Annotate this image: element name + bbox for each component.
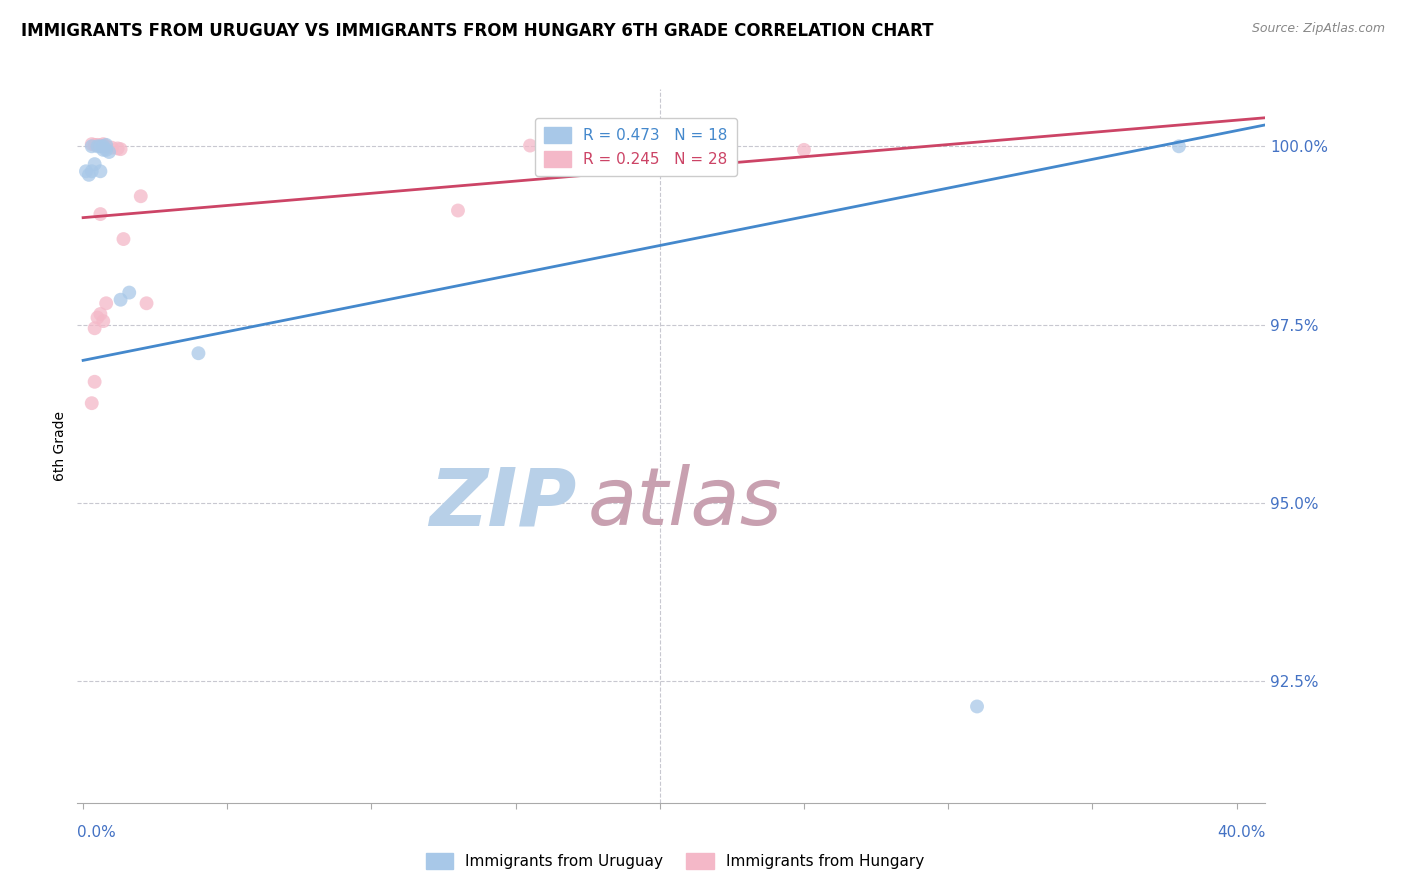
Point — [91, 137, 114, 152]
Text: 0.0%: 0.0% — [77, 825, 117, 840]
Legend: Immigrants from Uruguay, Immigrants from Hungary: Immigrants from Uruguay, Immigrants from… — [419, 847, 931, 875]
Point — [75, 164, 97, 178]
Point — [91, 314, 114, 328]
Point — [80, 164, 103, 178]
Point — [83, 137, 105, 152]
Point — [110, 293, 132, 307]
Text: Source: ZipAtlas.com: Source: ZipAtlas.com — [1251, 22, 1385, 36]
Point — [96, 137, 118, 152]
Text: atlas: atlas — [588, 464, 783, 542]
Point — [96, 296, 118, 310]
Point — [77, 168, 100, 182]
Point — [519, 138, 541, 153]
Point — [112, 232, 135, 246]
Point — [91, 138, 114, 153]
Point — [562, 137, 585, 152]
Point — [89, 307, 111, 321]
Point — [187, 346, 209, 360]
Point — [80, 139, 103, 153]
Point — [83, 321, 105, 335]
Text: ZIP: ZIP — [429, 464, 576, 542]
Point — [96, 143, 118, 157]
Point — [98, 145, 121, 159]
Point — [96, 139, 118, 153]
Point — [86, 310, 108, 325]
Text: IMMIGRANTS FROM URUGUAY VS IMMIGRANTS FROM HUNGARY 6TH GRADE CORRELATION CHART: IMMIGRANTS FROM URUGUAY VS IMMIGRANTS FR… — [21, 22, 934, 40]
Point — [89, 138, 111, 153]
Point — [107, 141, 129, 155]
Point — [1167, 139, 1189, 153]
Point — [96, 140, 118, 154]
Point — [89, 138, 111, 153]
Point — [80, 396, 103, 410]
Point — [91, 139, 114, 153]
Point — [135, 296, 157, 310]
Point — [89, 207, 111, 221]
Point — [80, 137, 103, 152]
Point — [89, 139, 111, 153]
Point — [91, 139, 114, 153]
Point — [91, 143, 114, 157]
Point — [793, 143, 815, 157]
Point — [118, 285, 141, 300]
Point — [110, 142, 132, 156]
Point — [83, 157, 105, 171]
Point — [86, 137, 108, 152]
Y-axis label: 6th Grade: 6th Grade — [53, 411, 67, 481]
Point — [101, 141, 124, 155]
Point — [129, 189, 152, 203]
Point — [447, 203, 470, 218]
Text: 40.0%: 40.0% — [1218, 825, 1265, 840]
Point — [86, 139, 108, 153]
Legend: R = 0.473   N = 18, R = 0.245   N = 28: R = 0.473 N = 18, R = 0.245 N = 28 — [534, 119, 737, 177]
Point — [966, 699, 988, 714]
Point — [89, 164, 111, 178]
Point — [83, 375, 105, 389]
